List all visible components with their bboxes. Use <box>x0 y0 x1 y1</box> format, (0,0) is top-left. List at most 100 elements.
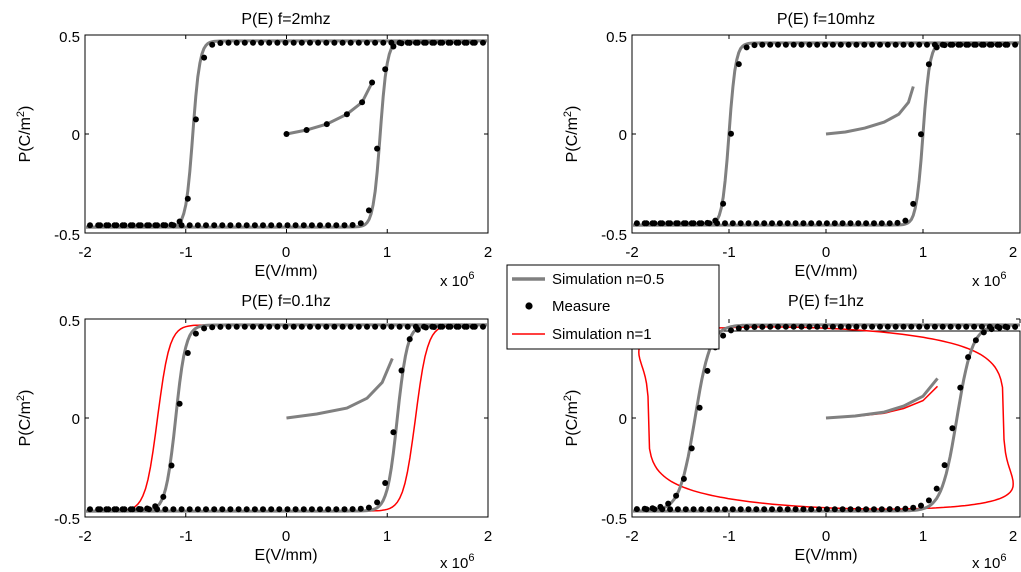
measure-point <box>949 41 956 48</box>
plot-area <box>84 34 489 234</box>
subplot-f1hz: P(E) f=1hz -2 -1 0 1 2 -0.5 0 E(V/mm) x … <box>562 293 1021 572</box>
measure-point <box>847 506 854 513</box>
x-axis-label: E(V/mm) <box>254 547 317 564</box>
measure-point <box>364 39 370 46</box>
measure-point <box>414 326 421 333</box>
measure-point <box>300 506 307 513</box>
measure-point <box>243 222 250 229</box>
measure-point <box>829 41 836 48</box>
measure-point <box>357 220 364 227</box>
measure-point <box>300 222 307 229</box>
measure-point <box>186 222 193 229</box>
measure-point <box>806 41 813 48</box>
measure-point <box>735 325 742 332</box>
measure-point <box>877 41 883 48</box>
measure-point <box>127 222 134 229</box>
measure-point <box>837 41 844 48</box>
plot-area <box>84 318 489 518</box>
measure-point <box>657 503 664 510</box>
measure-point <box>900 323 907 330</box>
measure-point <box>315 323 322 330</box>
measure-point <box>323 121 330 128</box>
x-multiplier: x 106 <box>440 552 474 572</box>
measure-point <box>908 41 915 48</box>
measure-point <box>355 39 362 46</box>
measure-point <box>176 218 183 225</box>
measure-point <box>925 497 932 504</box>
measure-point <box>369 79 376 86</box>
y-axis-label: P(C/m2) <box>15 390 34 447</box>
y-tick-label: 0 <box>619 127 627 144</box>
measure-point <box>831 220 838 227</box>
measure-point <box>1012 323 1019 330</box>
measure-point <box>931 323 938 330</box>
measure-point <box>1004 324 1011 331</box>
measure-point <box>792 506 799 513</box>
measure-point <box>996 41 1003 48</box>
measure-point <box>388 323 395 330</box>
measure-point <box>203 222 209 229</box>
measure-point <box>219 222 226 229</box>
measure-point <box>698 506 705 513</box>
measure-point <box>347 323 354 330</box>
measure-point <box>963 323 970 330</box>
measure-point <box>390 43 397 50</box>
measure-point <box>955 323 962 330</box>
measure-point <box>980 329 987 336</box>
measure-point <box>971 323 978 330</box>
measure-point <box>869 323 876 330</box>
measure-point <box>480 39 486 46</box>
x-tick-label: 1 <box>383 244 391 261</box>
measure-point <box>111 506 118 513</box>
measure-point <box>680 475 687 482</box>
measure-point <box>690 506 697 513</box>
measure-point <box>323 323 330 330</box>
measure-point <box>863 506 870 513</box>
measure-point <box>463 323 470 330</box>
measure-point <box>743 44 750 51</box>
measure-point <box>233 323 240 330</box>
measure-point <box>225 323 232 330</box>
measure-point <box>192 330 199 337</box>
measure-point <box>924 323 930 330</box>
subplot-f0p1hz: P(E) f=0.1hz -2 -1 0 1 2 -0.5 0 0.5 E(V/… <box>15 293 492 572</box>
measure-point <box>847 220 854 227</box>
measure-point <box>729 220 736 227</box>
measure-point <box>916 41 923 48</box>
measure-point <box>380 323 387 330</box>
measure-point <box>87 506 93 513</box>
measure-point <box>235 222 242 229</box>
measure-point <box>317 222 323 229</box>
measure-point <box>918 131 924 138</box>
measure-point <box>837 323 844 330</box>
measure-point <box>341 506 348 513</box>
measure-point <box>211 222 218 229</box>
measure-point <box>823 220 830 227</box>
measure-point <box>380 39 387 46</box>
x-tick-label: 2 <box>1009 244 1017 261</box>
measure-point <box>800 506 807 513</box>
measure-point <box>722 220 728 227</box>
measure-point <box>894 506 901 512</box>
measure-point <box>217 40 224 46</box>
measure-point <box>241 323 248 330</box>
measure-point <box>372 39 379 46</box>
y-tick-label: -0.5 <box>54 511 80 528</box>
measure-point <box>751 42 758 49</box>
y-axis-label: P(C/m2) <box>562 106 581 163</box>
x-axis-label: E(V/mm) <box>254 263 317 280</box>
measure-point <box>331 323 338 330</box>
measure-point <box>203 506 209 513</box>
measure-point <box>390 429 397 436</box>
subplot-f2mhz: P(E) f=2mhz -2 -1 0 1 2 -0.5 0 0.5 E(V/m… <box>15 11 492 290</box>
measure-point <box>290 323 297 330</box>
measure-point <box>775 41 781 48</box>
measure-point <box>325 222 332 229</box>
y-tick-label: 0 <box>72 127 80 144</box>
measure-point <box>720 200 727 207</box>
x-multiplier: x 106 <box>972 552 1006 572</box>
measure-point <box>406 39 413 46</box>
measure-point <box>209 41 216 48</box>
measure-point <box>268 222 275 229</box>
measure-point <box>135 222 142 229</box>
